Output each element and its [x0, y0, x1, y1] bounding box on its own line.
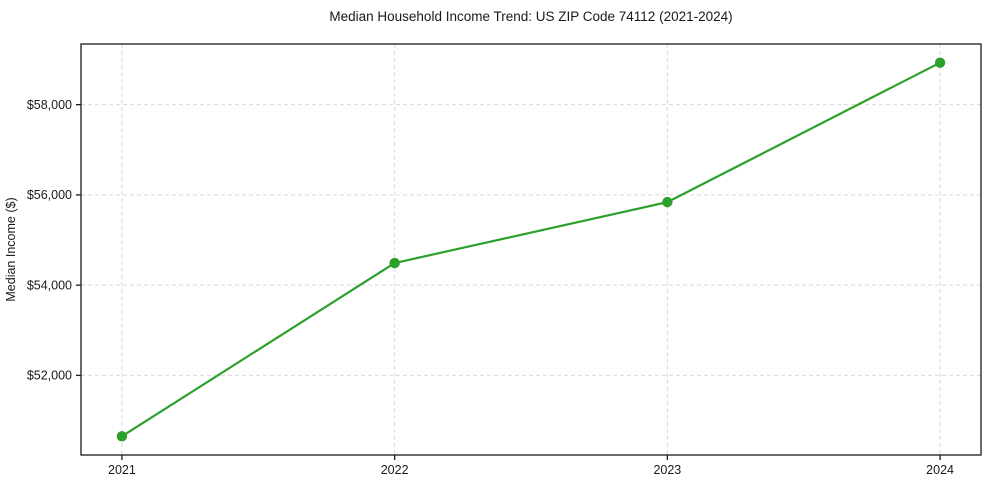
- plot-border: [80, 43, 982, 456]
- data-point-2024: [934, 57, 946, 68]
- x-tick-label: 2024: [926, 463, 954, 477]
- y-tick-label: $54,000: [27, 278, 72, 292]
- data-point-2022: [389, 257, 400, 269]
- y-axis-label: Median Income ($): [4, 197, 18, 301]
- y-tick-label: $56,000: [27, 188, 72, 202]
- data-point-2023: [662, 196, 673, 208]
- income-trend-line: [120, 61, 942, 438]
- chart-title: Median Household Income Trend: US ZIP Co…: [329, 9, 732, 24]
- x-tick-label: 2021: [108, 463, 136, 477]
- x-tick-label: 2022: [381, 463, 409, 477]
- x-tick-label: 2023: [653, 463, 681, 477]
- y-tick-label: $52,000: [27, 369, 72, 383]
- y-tick-label: $58,000: [27, 98, 72, 112]
- data-point-2021: [116, 431, 128, 442]
